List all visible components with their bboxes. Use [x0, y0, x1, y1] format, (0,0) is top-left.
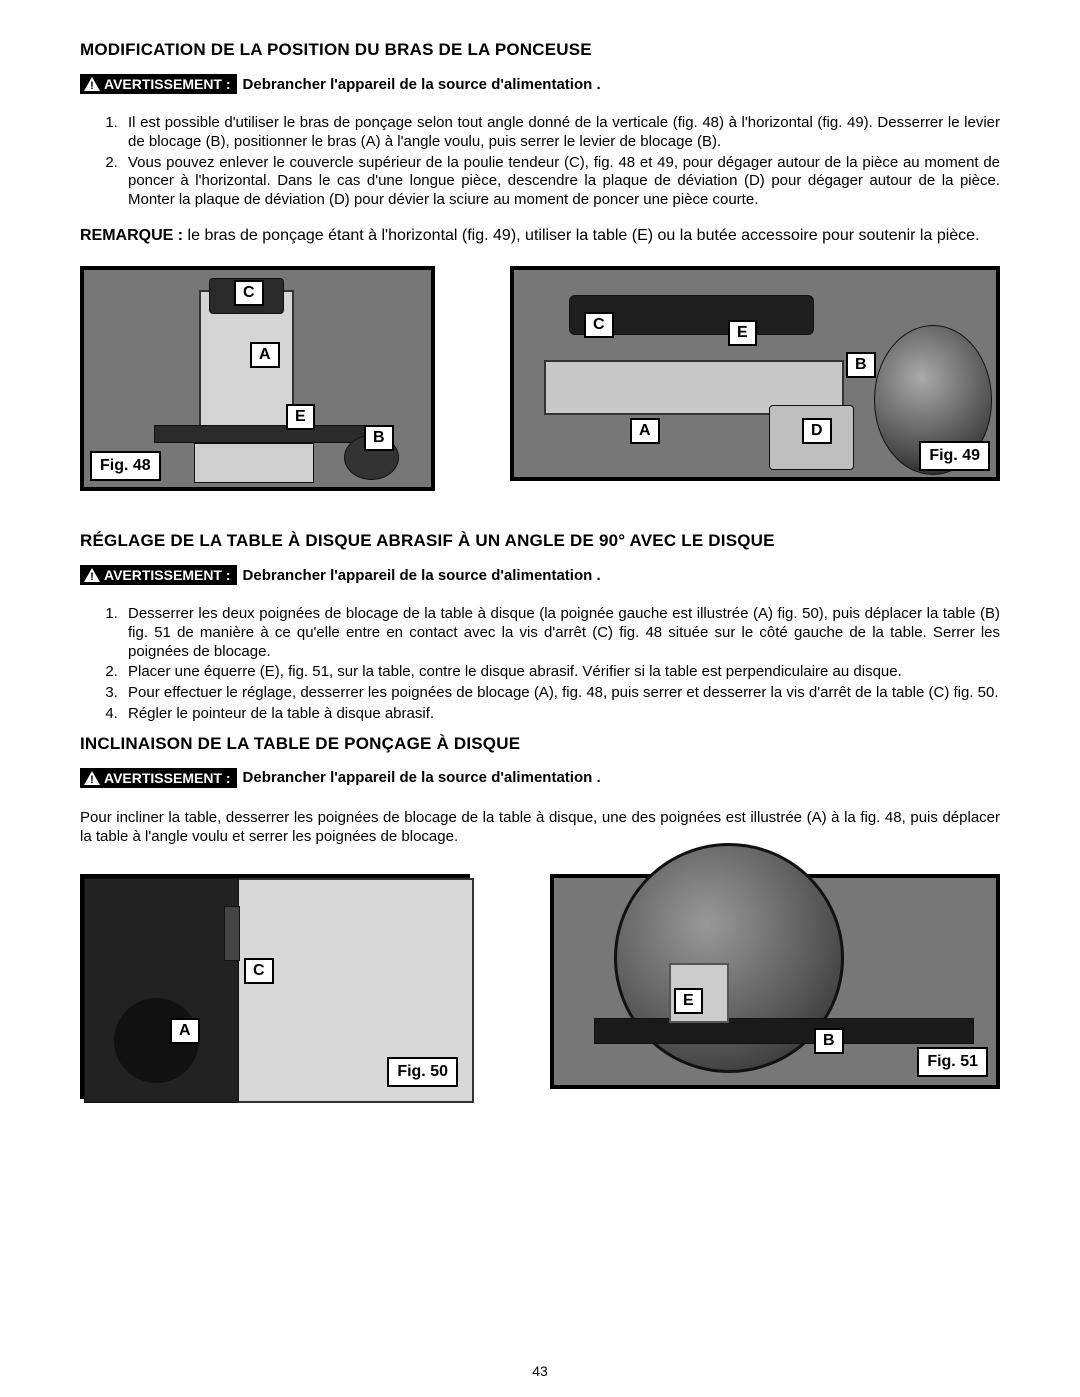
section2-warning: ! AVERTISSEMENT : Debrancher l'appareil … — [80, 565, 1000, 585]
warning-triangle-icon: ! — [84, 77, 100, 91]
callout-D: D — [802, 418, 832, 444]
section1-warning: ! AVERTISSEMENT : Debrancher l'appareil … — [80, 74, 1000, 94]
warning-triangle-icon: ! — [84, 771, 100, 785]
warning-text: Debrancher l'appareil de la source d'ali… — [243, 76, 601, 93]
list-item: Vous pouvez enlever le couvercle supérie… — [122, 154, 1000, 210]
callout-B: B — [814, 1028, 844, 1054]
figures-row-2: C A Fig. 50 E B Fig. 51 — [80, 874, 1000, 1099]
machine-shape — [154, 425, 374, 443]
figure-48: C A E B Fig. 48 — [80, 266, 435, 491]
section1-steps: Il est possible d'utiliser le bras de po… — [80, 114, 1000, 210]
list-item: Desserrer les deux poignées de blocage d… — [122, 605, 1000, 661]
callout-E: E — [286, 404, 315, 430]
section2-heading: RÉGLAGE DE LA TABLE À DISQUE ABRASIF À U… — [80, 531, 1000, 551]
page-number: 43 — [532, 1363, 548, 1379]
figure-caption: Fig. 48 — [90, 451, 161, 481]
warning-label: AVERTISSEMENT : — [104, 76, 231, 92]
callout-E: E — [674, 988, 703, 1014]
list-item: Il est possible d'utiliser le bras de po… — [122, 114, 1000, 152]
warning-triangle-icon: ! — [84, 568, 100, 582]
machine-shape — [594, 1018, 974, 1044]
section3-warning: ! AVERTISSEMENT : Debrancher l'appareil … — [80, 768, 1000, 788]
callout-A: A — [170, 1018, 200, 1044]
callout-C: C — [584, 312, 614, 338]
figure-50: C A Fig. 50 — [80, 874, 470, 1099]
callout-B: B — [364, 425, 394, 451]
callout-E: E — [728, 320, 757, 346]
remark-label: REMARQUE : — [80, 227, 183, 244]
list-item: Régler le pointeur de la table à disque … — [122, 705, 1000, 724]
section1-heading: MODIFICATION DE LA POSITION DU BRAS DE L… — [80, 40, 1000, 60]
remark-text: le bras de ponçage étant à l'horizontal … — [183, 227, 979, 244]
section3-heading: INCLINAISON DE LA TABLE DE PONÇAGE À DIS… — [80, 734, 1000, 754]
figure-caption: Fig. 51 — [917, 1047, 988, 1077]
callout-C: C — [234, 280, 264, 306]
warning-badge: ! AVERTISSEMENT : — [80, 565, 237, 585]
warning-label: AVERTISSEMENT : — [104, 770, 231, 786]
list-item: Placer une équerre (E), fig. 51, sur la … — [122, 663, 1000, 682]
callout-B: B — [846, 352, 876, 378]
svg-text:!: ! — [90, 80, 94, 91]
list-item: Pour effectuer le réglage, desserrer les… — [122, 684, 1000, 703]
section1-remark: REMARQUE : le bras de ponçage étant à l'… — [80, 226, 1000, 246]
warning-text: Debrancher l'appareil de la source d'ali… — [243, 567, 601, 584]
figure-caption: Fig. 50 — [387, 1057, 458, 1087]
figure-51: E B Fig. 51 — [550, 874, 1000, 1089]
machine-shape — [194, 443, 314, 483]
figure-caption: Fig. 49 — [919, 441, 990, 471]
machine-shape — [224, 906, 240, 961]
callout-C: C — [244, 958, 274, 984]
svg-text:!: ! — [90, 571, 94, 582]
warning-badge: ! AVERTISSEMENT : — [80, 768, 237, 788]
warning-text: Debrancher l'appareil de la source d'ali… — [243, 769, 601, 786]
callout-A: A — [630, 418, 660, 444]
warning-badge: ! AVERTISSEMENT : — [80, 74, 237, 94]
section3-paragraph: Pour incliner la table, desserrer les po… — [80, 808, 1000, 846]
callout-A: A — [250, 342, 280, 368]
section2-steps: Desserrer les deux poignées de blocage d… — [80, 605, 1000, 724]
warning-label: AVERTISSEMENT : — [104, 567, 231, 583]
svg-text:!: ! — [90, 774, 94, 785]
figures-row-1: C A E B Fig. 48 C E B A D Fig. 49 — [80, 266, 1000, 491]
figure-49: C E B A D Fig. 49 — [510, 266, 1000, 481]
